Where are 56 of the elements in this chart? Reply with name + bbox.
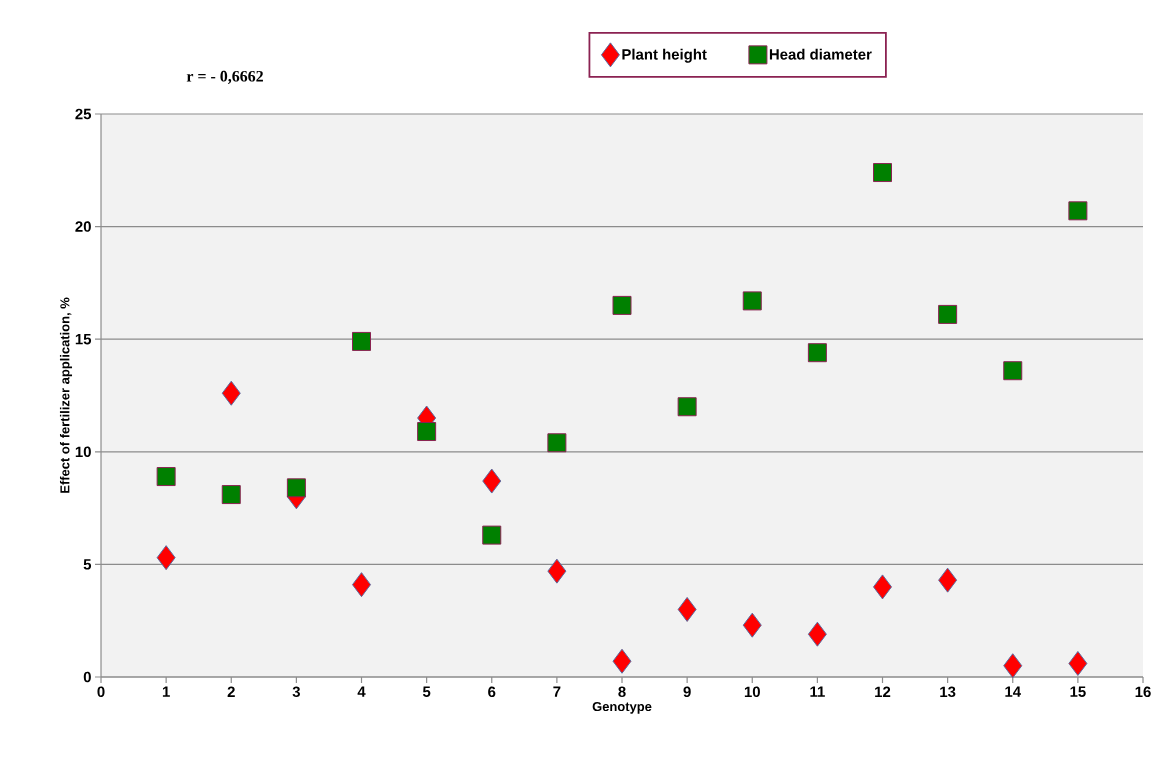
x-tick-label: 8 xyxy=(618,686,626,698)
point xyxy=(221,485,241,505)
x-tick-label: 13 xyxy=(940,686,956,698)
x-tick-label: 5 xyxy=(422,686,431,697)
point xyxy=(807,621,827,647)
point xyxy=(612,648,632,674)
x-tick-label: 3 xyxy=(292,686,300,698)
point xyxy=(873,163,893,183)
point xyxy=(417,422,437,442)
point xyxy=(677,397,697,417)
x-tick-label: 11 xyxy=(810,686,825,697)
x-tick-label: 2 xyxy=(227,686,235,697)
x-tick-label: 0 xyxy=(97,686,105,698)
y-tick-label: 0 xyxy=(83,671,91,683)
point xyxy=(938,567,958,593)
x-axis-title: Genotype xyxy=(592,701,652,714)
point xyxy=(352,331,372,351)
legend-label: Plant height xyxy=(622,48,707,63)
point xyxy=(547,558,567,584)
point xyxy=(547,433,567,453)
text: r = - 0,6662 xyxy=(186,70,263,84)
x-tick-label: 9 xyxy=(683,686,691,698)
point xyxy=(156,467,176,487)
point xyxy=(1068,650,1088,676)
x-tick-label: 14 xyxy=(1005,686,1021,697)
point xyxy=(1068,201,1088,221)
x-tick-label: 15 xyxy=(1070,686,1086,697)
point xyxy=(807,343,827,363)
x-tick-label: 7 xyxy=(553,686,561,697)
point xyxy=(156,545,176,571)
point xyxy=(677,596,697,622)
y-tick-label: 10 xyxy=(75,446,91,458)
point xyxy=(938,304,958,324)
x-tick-label: 16 xyxy=(1135,686,1151,698)
x-tick-label: 10 xyxy=(744,686,760,698)
point xyxy=(742,612,762,638)
point xyxy=(873,574,893,600)
y-tick-label: 15 xyxy=(75,333,92,345)
y-tick-label: 20 xyxy=(75,221,91,232)
point xyxy=(482,525,502,545)
point xyxy=(286,478,306,498)
x-tick-label: 6 xyxy=(488,686,496,698)
point xyxy=(482,468,502,494)
point xyxy=(352,572,372,598)
x-tick-label: 1 xyxy=(162,686,170,697)
y-tick-label: 25 xyxy=(75,108,92,120)
y-tick-label: 5 xyxy=(83,559,92,570)
legend-label: Head diameter xyxy=(769,48,872,60)
x-tick-label: 4 xyxy=(357,686,366,697)
point xyxy=(612,295,632,315)
point xyxy=(221,380,241,406)
point xyxy=(742,291,762,311)
point xyxy=(1003,653,1023,679)
y-axis-title: Effect of fertilizer application, % xyxy=(59,297,73,493)
point xyxy=(1003,361,1023,381)
x-tick-label: 12 xyxy=(875,686,891,697)
